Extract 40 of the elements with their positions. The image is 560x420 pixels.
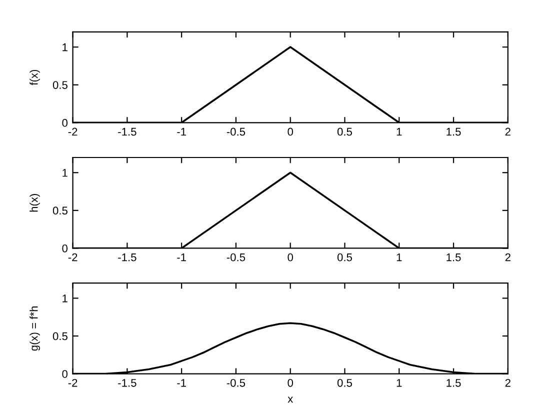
x-tick-label: -1.5	[118, 379, 136, 387]
x-tick-label: -2	[68, 128, 78, 136]
x-tick-label: 1.5	[446, 128, 461, 136]
y-axis-title: f(x)	[30, 70, 40, 86]
x-tick-label: -1	[177, 128, 186, 136]
x-tick-label: 0	[288, 253, 294, 262]
x-tick-label: 2	[505, 128, 510, 136]
x-tick-label: 1	[396, 379, 402, 387]
x-tick-label: -1	[177, 253, 186, 262]
y-tick-label: 0.5	[52, 332, 68, 340]
x-tick-label: 0	[288, 128, 294, 136]
x-tick-label: 0.5	[337, 378, 352, 387]
x-tick-label: 1	[396, 253, 402, 262]
y-tick-label: 0	[62, 118, 68, 127]
x-tick-label: 0.5	[337, 253, 352, 262]
y-tick-label: 0.5	[52, 81, 68, 89]
x-tick-label: -1.5	[118, 128, 136, 136]
x-axis-title: x	[288, 396, 294, 403]
x-tick-label: 0.5	[337, 128, 352, 136]
x-tick-label: 0	[288, 378, 294, 387]
y-tick-label: 1	[62, 169, 68, 177]
y-tick-label: 1	[62, 294, 68, 302]
x-tick-label: 2	[505, 378, 510, 387]
y-tick-label: 0	[62, 370, 68, 378]
y-tick-label: 0	[62, 244, 68, 252]
x-tick-label: -0.5	[226, 128, 246, 136]
y-tick-label: 1	[62, 43, 68, 52]
x-tick-label: -2	[68, 378, 78, 387]
x-tick-label: -0.5	[226, 253, 246, 262]
x-tick-label: 2	[505, 253, 510, 262]
x-tick-label: 1	[396, 128, 402, 136]
x-tick-label: 1.5	[446, 253, 461, 262]
x-tick-label: 1.5	[446, 379, 461, 387]
x-tick-label: -1	[177, 379, 186, 387]
y-tick-label: 0.5	[52, 206, 68, 215]
x-tick-label: -1.5	[118, 253, 136, 262]
x-tick-label: -0.5	[226, 378, 246, 387]
y-axis-title: h(x)	[30, 194, 40, 212]
x-tick-label: -2	[68, 253, 78, 262]
y-axis-title: g(x) = f*h	[30, 306, 40, 351]
